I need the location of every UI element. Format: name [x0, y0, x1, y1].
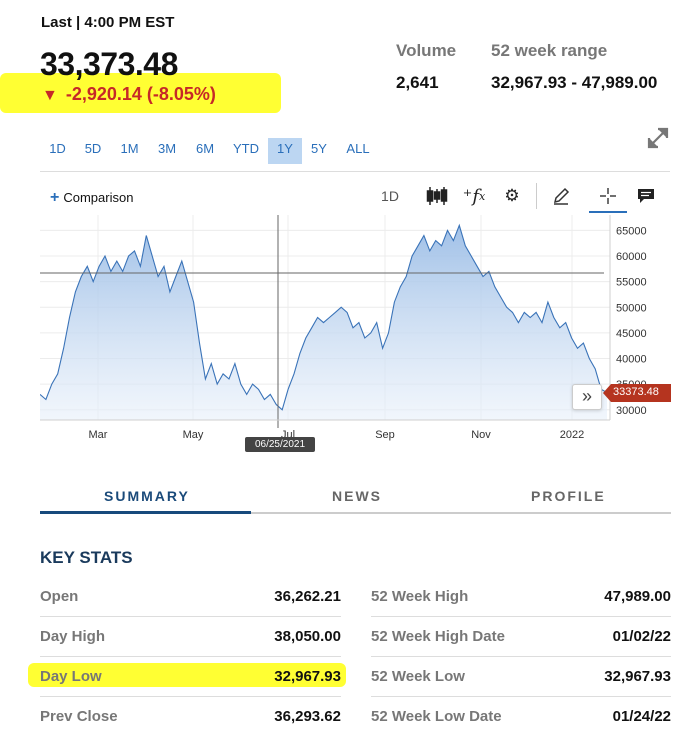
- stat-open-label: Open: [40, 588, 79, 605]
- y-tick-label: 30000: [616, 405, 647, 417]
- price-change-value: -2,920.14 (-8.05%): [65, 84, 216, 104]
- price-change: ▼ -2,920.14 (-8.05%): [42, 84, 216, 105]
- double-chevron-right-icon: »: [581, 386, 592, 406]
- row-divider: [371, 656, 671, 657]
- last-value-text: 33373.48: [613, 386, 659, 398]
- price-highlight: [0, 73, 281, 113]
- row-divider: [371, 696, 671, 697]
- price-chart[interactable]: 6500060000550005000045000400003500030000…: [40, 215, 672, 455]
- stat-52w-high-label: 52 Week High: [371, 588, 469, 605]
- expand-icon[interactable]: [645, 125, 671, 151]
- stat-52w-high-date-label: 52 Week High Date: [371, 628, 505, 645]
- stat-day-low-label: Day Low: [40, 668, 102, 685]
- comparison-button[interactable]: + Comparison: [50, 189, 133, 207]
- toolbar-divider: [40, 171, 670, 172]
- scroll-to-latest-button[interactable]: »: [572, 384, 602, 410]
- y-tick-label: 55000: [616, 277, 647, 289]
- row-divider: [40, 616, 341, 617]
- pencil-icon[interactable]: [548, 181, 574, 211]
- y-tick-label: 45000: [616, 328, 647, 340]
- candlestick-icon[interactable]: [424, 181, 450, 211]
- stat-prev-close-value: 36,293.62: [274, 708, 341, 725]
- stat-day-high-label: Day High: [40, 628, 106, 645]
- last-value-tag: 33373.48: [603, 384, 671, 402]
- range-1m[interactable]: 1M: [120, 141, 139, 156]
- x-tick-label: Sep: [375, 429, 395, 441]
- tab-profile[interactable]: PROFILE: [531, 488, 606, 504]
- down-arrow-icon: ▼: [42, 87, 58, 104]
- row-divider: [40, 696, 341, 697]
- stat-open-value: 36,262.21: [274, 588, 341, 605]
- stat-day-high-value: 38,050.00: [274, 628, 341, 645]
- comparison-label: Comparison: [63, 190, 134, 205]
- tab-summary[interactable]: SUMMARY: [104, 488, 190, 504]
- stat-52w-low-label: 52 Week Low: [371, 668, 465, 685]
- last-price: 33,373.48: [40, 46, 178, 82]
- x-tick-label: Nov: [471, 429, 491, 441]
- tabs-divider: [40, 512, 671, 514]
- gear-icon[interactable]: ⚙: [504, 186, 520, 205]
- stat-day-low-value: 32,967.93: [274, 668, 341, 685]
- last-trade-time: Last | 4:00 PM EST: [41, 14, 175, 31]
- range-5y[interactable]: 5Y: [311, 141, 327, 156]
- x-tick-label: 2022: [560, 429, 584, 441]
- range-3m[interactable]: 3M: [157, 141, 177, 156]
- range-6m[interactable]: 6M: [195, 141, 215, 156]
- week52-range-value: 32,967.93 - 47,989.00: [491, 73, 658, 92]
- range-all[interactable]: ALL: [346, 141, 370, 156]
- comment-icon[interactable]: [634, 181, 658, 211]
- active-tab-indicator: [40, 511, 251, 514]
- volume-label: Volume: [396, 41, 457, 60]
- row-divider: [40, 656, 341, 657]
- key-stats-title: KEY STATS: [40, 548, 133, 567]
- range-5d[interactable]: 5D: [84, 141, 102, 156]
- stat-52w-low-date-value: 01/24/22: [612, 708, 671, 725]
- stat-prev-close-label: Prev Close: [40, 708, 118, 725]
- stat-52w-low-value: 32,967.93: [604, 668, 671, 685]
- crosshair-icon[interactable]: [589, 181, 627, 213]
- price-line: [40, 223, 608, 411]
- range-1y[interactable]: 1Y: [268, 138, 302, 164]
- interval-button[interactable]: 1D: [381, 188, 399, 204]
- stat-52w-high-date-value: 01/02/22: [612, 628, 671, 645]
- row-divider: [371, 616, 671, 617]
- range-selector: 1D 5D 1M 3M 6M YTD 1Y 5Y ALL: [40, 138, 380, 164]
- y-tick-label: 65000: [616, 225, 647, 237]
- week52-range-label: 52 week range: [491, 41, 608, 60]
- plus-icon: +: [50, 189, 60, 206]
- y-tick-label: 50000: [616, 302, 647, 314]
- tab-news[interactable]: NEWS: [332, 488, 382, 504]
- toolbar-separator: [536, 183, 537, 209]
- stat-52w-low-date-label: 52 Week Low Date: [371, 708, 502, 725]
- volume-value: 2,641: [396, 73, 439, 92]
- range-1d[interactable]: 1D: [49, 141, 66, 156]
- range-ytd[interactable]: YTD: [233, 141, 259, 156]
- stat-52w-high-value: 47,989.00: [604, 588, 671, 605]
- y-tick-label: 60000: [616, 251, 647, 263]
- function-icon[interactable]: ⁺ f x: [462, 185, 486, 207]
- day-low-highlight: [28, 663, 346, 687]
- y-tick-label: 40000: [616, 354, 647, 366]
- x-tick-label: May: [183, 429, 204, 441]
- x-tick-label: Mar: [89, 429, 108, 441]
- crosshair-date-label: 06/25/2021: [245, 437, 315, 452]
